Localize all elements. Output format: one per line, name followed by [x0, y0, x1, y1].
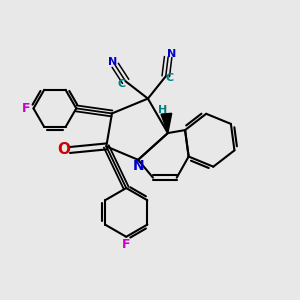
Text: C: C	[165, 73, 173, 83]
Text: C: C	[118, 79, 126, 89]
Text: N: N	[108, 57, 117, 67]
Text: H: H	[158, 105, 167, 115]
Polygon shape	[161, 113, 172, 133]
Text: N: N	[132, 159, 144, 173]
Text: F: F	[22, 102, 30, 115]
Text: N: N	[167, 49, 176, 59]
Text: O: O	[57, 142, 70, 157]
Text: F: F	[122, 238, 130, 251]
